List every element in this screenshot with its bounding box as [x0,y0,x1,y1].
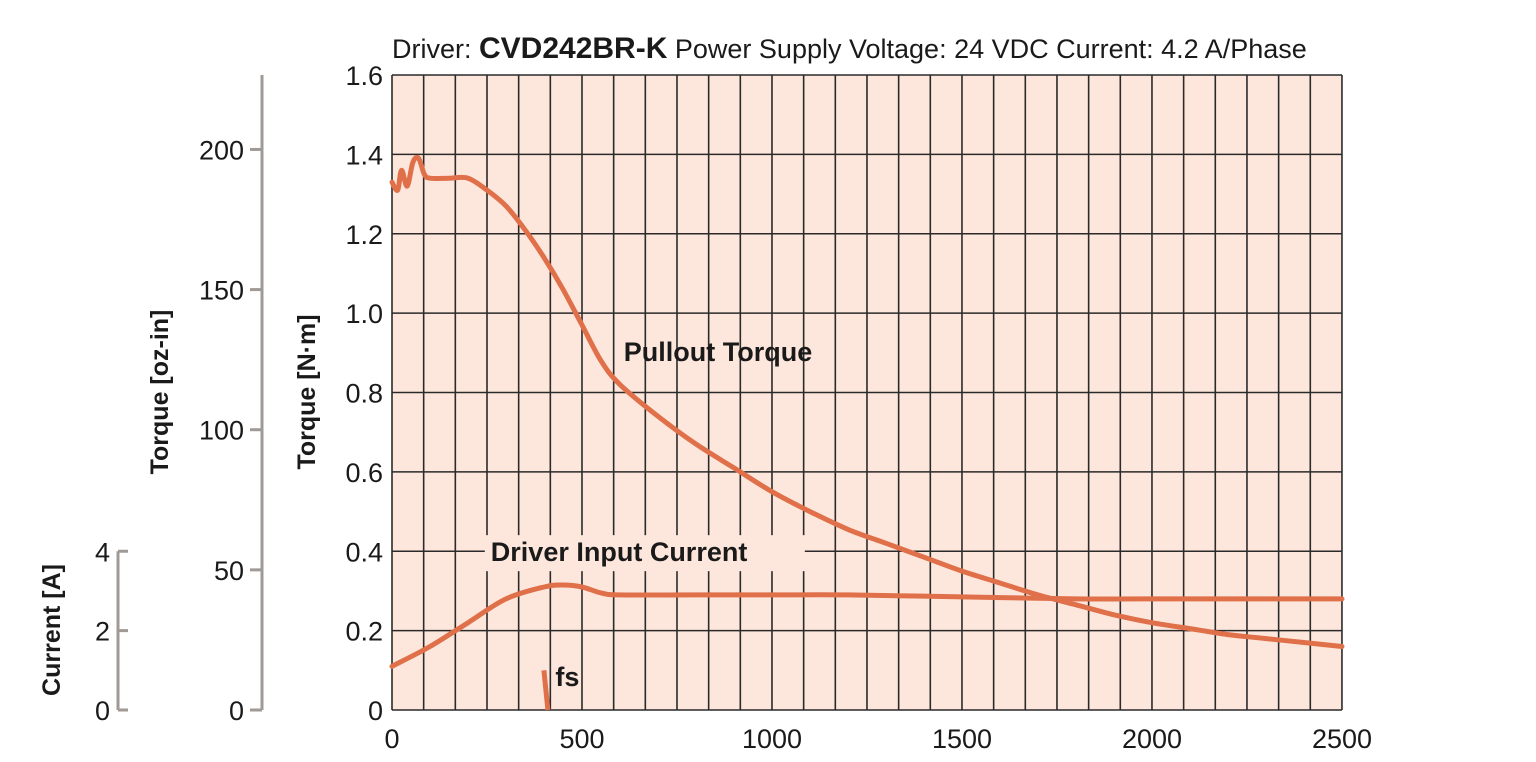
current-tick-label: 0 [95,696,110,726]
nm-tick-label: 1.4 [345,140,383,170]
nm-tick-label: 0.8 [345,379,383,409]
nm-tick-label: 0.4 [345,537,383,567]
x-tick-label: 2000 [1122,724,1182,754]
annotation-driver-input-current: Driver Input Current [491,537,748,567]
torque-nm-label: Torque [N·m] [293,314,321,469]
nm-tick-label: 1.0 [345,299,383,329]
annotation-fs: fs [555,662,579,692]
ozin-tick-label: 50 [214,556,244,586]
current-axis: 0 2 4 [95,537,128,726]
ozin-tick-label: 150 [199,276,244,306]
driver-input-current-line [389,582,1345,669]
fs-marker [541,670,551,711]
torque-ozin-axis: 0 50 100 150 200 [199,75,264,726]
current-tick-label: 2 [95,617,110,647]
pullout-torque-line [389,154,1345,649]
nm-tick-label: 0 [368,696,383,726]
x-tick-label: 500 [559,724,604,754]
header-prefix: Driver: [392,34,479,64]
header-rest: Power Supply Voltage: 24 VDC Current: 4.… [667,34,1306,64]
ozin-tick-label: 200 [199,135,244,165]
x-tick-label: 1000 [742,724,802,754]
driver-model: CVD242BR-K [479,32,668,65]
ozin-tick-label: 100 [199,416,244,446]
x-tick-label: 1500 [932,724,992,754]
current-tick-label: 4 [95,537,110,567]
chart-header: Driver: CVD242BR-K Power Supply Voltage:… [392,32,1307,65]
annotations: Pullout Torque Driver Input Current fs [484,337,812,692]
torque-nm-axis: 0 0.2 0.4 0.6 0.8 1.0 1.2 1.4 1.6 [345,61,383,726]
speed-x-axis: 0 500 1000 1500 2000 2500 [384,724,1372,754]
x-tick-label: 2500 [1312,724,1372,754]
grid [391,74,1343,711]
nm-tick-label: 0.2 [345,617,383,647]
nm-tick-label: 1.2 [345,220,383,250]
annotation-pullout-torque: Pullout Torque [624,337,812,367]
annotation-knockout [484,535,805,572]
series-group [389,154,1345,711]
current-label: Current [A] [38,564,66,696]
nm-tick-label: 0.6 [345,458,383,488]
x-tick-label: 0 [384,724,399,754]
ozin-tick-label: 0 [229,696,244,726]
nm-tick-label: 1.6 [345,61,383,91]
torque-ozin-label: Torque [oz-in] [146,310,174,475]
